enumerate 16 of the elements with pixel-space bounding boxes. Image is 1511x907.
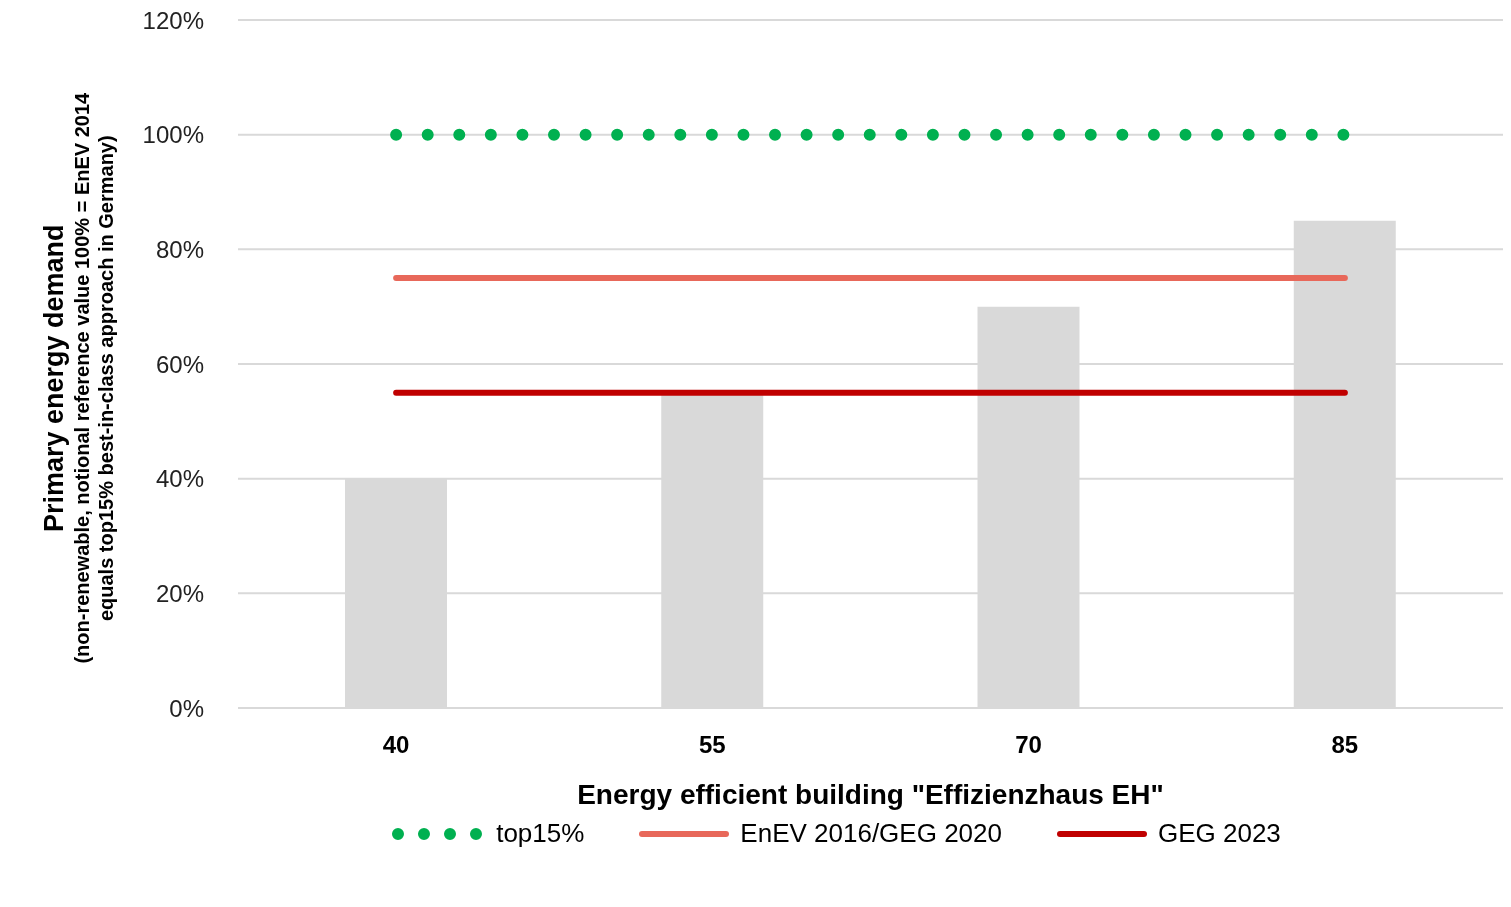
x-tick-label: 40 — [382, 731, 410, 759]
y-tick-label: 20% — [155, 579, 204, 607]
y-tick-label: 40% — [155, 465, 204, 493]
y-tick-label: 80% — [155, 235, 204, 263]
legend-label: EnEV 2016/GEG 2020 — [740, 818, 1002, 849]
x-axis-title: Energy efficient building "Effizienzhaus EH" — [577, 779, 1164, 810]
x-tick-label: 55 — [699, 731, 726, 759]
y-tick-label: 100% — [142, 121, 204, 149]
x-tick-label: 70 — [1015, 731, 1042, 759]
y-axis-title: Primary energy demand (non-renewable, notional reference value 100% = EnEV 2014 equals top15% best-in-class approach in Germany) — [37, 92, 119, 664]
y-tick-label: 120% — [142, 6, 204, 34]
y-tick-label: 60% — [155, 350, 204, 378]
x-tick-label: 85 — [1331, 731, 1359, 759]
legend-label: GEG 2023 — [1157, 818, 1281, 849]
legend-label: top15% — [496, 818, 585, 849]
y-tick-label: 0% — [169, 694, 204, 722]
